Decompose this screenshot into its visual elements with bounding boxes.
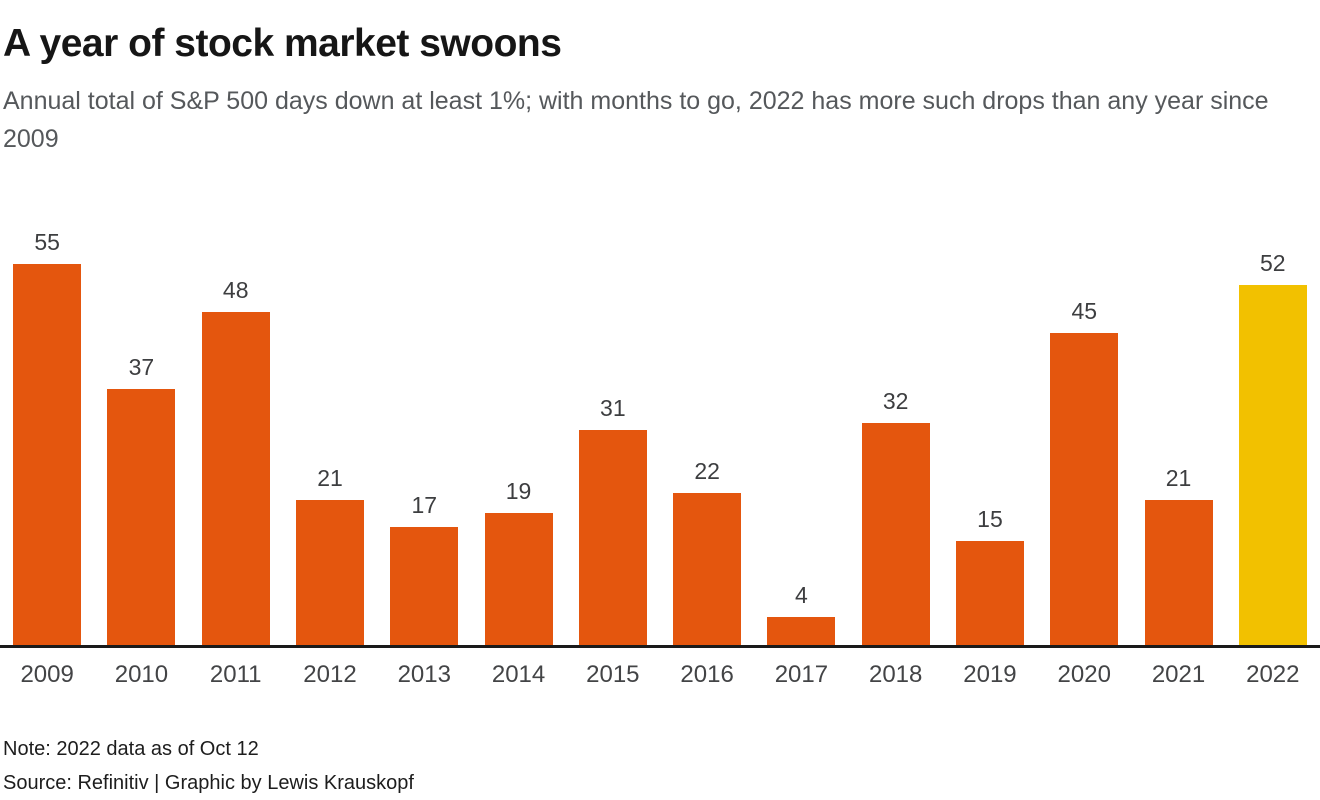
bar-value-label: 19 <box>505 478 532 504</box>
x-tick-label-2012: 2012 <box>303 661 357 688</box>
x-tick-label-2017: 2017 <box>774 661 829 688</box>
bar-2022 <box>1238 285 1307 645</box>
bar-group-2010: 37 <box>94 209 188 645</box>
plot-area: 55 37 48 21 17 19 31 22 4 32 15 45 21 52 <box>0 209 1320 645</box>
bar-2009 <box>13 264 82 645</box>
bar-value-label: 37 <box>128 354 155 380</box>
bar-value-label: 45 <box>1071 298 1098 324</box>
bar-group-2013: 17 <box>377 209 471 645</box>
bar-value-label: 21 <box>1165 465 1192 491</box>
x-tick-label-2015: 2015 <box>586 661 640 688</box>
bar-group-2009: 55 <box>0 209 94 645</box>
chart-title: A year of stock market swoons <box>3 22 562 65</box>
x-tick-label-2016: 2016 <box>680 661 734 688</box>
bar-value-label: 48 <box>222 277 249 303</box>
bar-2011 <box>201 312 270 645</box>
bar-value-label: 32 <box>882 388 909 414</box>
bar-2021 <box>1144 500 1213 645</box>
x-tick-label-2013: 2013 <box>397 661 451 688</box>
x-tick-label-2010: 2010 <box>114 661 169 688</box>
bar-value-label: 31 <box>600 395 626 421</box>
bar-group-2011: 48 <box>189 209 283 645</box>
bar-group-2021: 21 <box>1131 209 1225 645</box>
bar-2013 <box>390 527 459 645</box>
footer-source: Source: Refinitiv | Graphic by Lewis Kra… <box>3 772 414 794</box>
x-tick-label-2020: 2020 <box>1057 661 1111 688</box>
bar-group-2012: 21 <box>283 209 377 645</box>
x-tick-label-2014: 2014 <box>491 661 546 688</box>
bar-2015 <box>578 430 647 645</box>
x-tick-label-2021: 2021 <box>1151 661 1206 688</box>
bar-group-2014: 19 <box>471 209 565 645</box>
bar-2016 <box>673 493 742 645</box>
chart-subtitle: Annual total of S&P 500 days down at lea… <box>3 86 1269 153</box>
bar-value-label: 55 <box>34 229 60 255</box>
bar-2010 <box>107 389 176 645</box>
x-tick-label-2009: 2009 <box>20 661 74 688</box>
chart-footer: Note: 2022 data as of Oct 12 Source: Ref… <box>3 732 414 800</box>
bar-value-label: 22 <box>694 458 720 484</box>
bar-group-2020: 45 <box>1037 209 1131 645</box>
bar-2020 <box>1050 333 1119 645</box>
x-tick-label-2018: 2018 <box>868 661 923 688</box>
bar-group-2022: 52 <box>1226 209 1320 645</box>
x-tick-label-2011: 2011 <box>209 661 262 688</box>
bar-2014 <box>484 513 553 645</box>
bar-group-2017: 4 <box>754 209 848 645</box>
bar-value-label: 21 <box>317 465 343 491</box>
footer-note: Note: 2022 data as of Oct 12 <box>3 738 259 760</box>
bar-2017 <box>767 617 836 645</box>
bar-value-label: 15 <box>977 506 1003 532</box>
x-axis-labels: 2009 2010 2011 2012 2013 2014 2015 2016 2017 2018… <box>0 648 1320 689</box>
bar-value-label: 4 <box>794 582 808 608</box>
bar-group-2016: 22 <box>660 209 754 645</box>
bar-2018 <box>861 423 930 645</box>
bar-value-label: 17 <box>411 492 438 518</box>
x-axis-line <box>0 645 1320 648</box>
bar-group-2018: 32 <box>849 209 943 645</box>
bar-chart: 55 37 48 21 17 19 31 22 4 32 15 45 21 52 2009 2010 2011… <box>0 209 1320 689</box>
x-tick-label-2019: 2019 <box>963 661 1017 688</box>
bar-value-label: 52 <box>1260 250 1286 276</box>
bar-group-2019: 15 <box>943 209 1037 645</box>
bar-group-2015: 31 <box>566 209 660 645</box>
bar-2012 <box>295 500 364 645</box>
chart-header: A year of stock market swoons Annual tot… <box>0 0 1320 158</box>
x-tick-label-2022: 2022 <box>1246 661 1300 688</box>
bar-2019 <box>955 541 1024 645</box>
